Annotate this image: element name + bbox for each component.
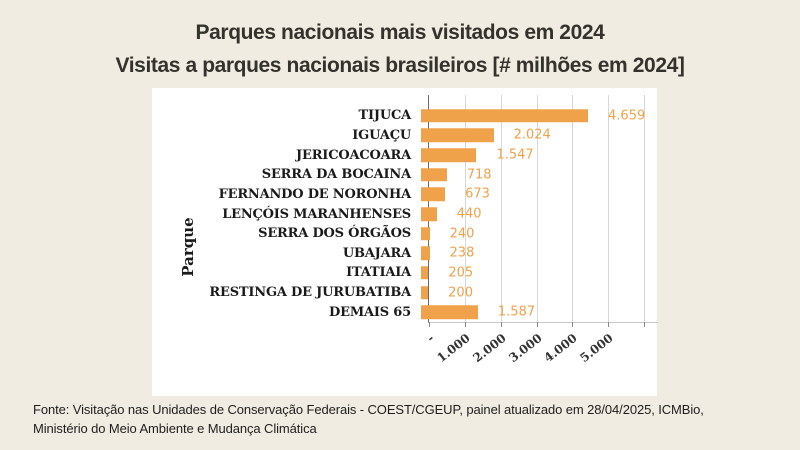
bar-row: RESTINGA DE JURUBATIBA 200 [152,283,657,303]
tick-mark [500,322,502,327]
bar-zone: 205 [420,263,657,283]
gridline [500,95,502,322]
value-label: 200 [448,285,473,301]
bar-zone: 1.547 [420,145,657,165]
value-label: 240 [449,226,475,242]
tick-mark [536,322,538,327]
value-label: 440 [456,206,482,222]
source-line-1: Fonte: Visitação nas Unidades de Conserv… [33,402,704,417]
chart-subtitle: Visitas a parques nacionais brasileiros … [115,54,685,77]
tick-mark [644,322,646,327]
source-note: Fonte: Visitação nas Unidades de Conserv… [33,400,793,438]
bar-zone: 240 [420,224,657,244]
bar-row: UBAJARA 238 [152,243,657,263]
bar-row: ITATIAIA 205 [152,263,657,283]
bar [421,305,478,319]
bar [421,226,430,241]
bar [421,187,446,202]
tick-mark [572,322,574,327]
bar-row: SERRA DA BOCAINA 718 [152,165,657,185]
gridline [608,95,610,322]
bar [421,207,437,221]
category-label: LENÇÓIS MARANHENSES [222,206,411,222]
bar [421,128,494,143]
category-label: UBAJARA [342,245,411,261]
value-label: 673 [465,186,490,202]
value-label: 1.547 [496,147,534,163]
bar-zone: 2.024 [420,126,657,146]
bar-row: SERRA DOS ÓRGÃOS 240 [152,224,657,244]
category-label: TIJUCA [358,108,412,124]
category-label: SERRA DOS ÓRGÃOS [258,226,411,242]
bar-zone: 718 [420,165,657,185]
bar [421,285,429,300]
bar-row: JERICOACOARA 1.547 [152,145,657,165]
bar-row: TIJUCA 4.659 [152,106,657,126]
value-label: 718 [466,167,492,183]
bar-row: LENÇÓIS MARANHENSES 440 [152,204,657,224]
category-label: ITATIAIA [346,265,411,281]
chart-title: Parques nacionais mais visitados em 2024 [195,21,605,44]
bar-row: FERNANDO DE NORONHA 673 [152,185,657,205]
bar-zone: 238 [420,243,657,263]
category-label: IGUAÇU [352,127,411,143]
bar-zone: 4.659 [420,106,657,126]
source-line-2: Ministério do Meio Ambiente e Mudança Cl… [33,421,317,436]
category-label: SERRA DA BOCAINA [261,167,411,183]
bar [421,266,429,280]
category-label: FERNANDO DE NORONHA [218,186,412,202]
value-label: 4.659 [608,108,646,124]
bar-zone: 440 [420,204,657,224]
gridline [464,95,466,322]
chart-panel: Parque TIJUCA 4.659 IGUAÇU 2.024 JERICOACOAR… [152,88,658,396]
tick-mark [608,322,610,327]
value-label: 1.587 [497,304,536,320]
tick-mark [429,322,430,327]
bar [421,167,447,182]
tick-mark [464,322,466,327]
value-label: 238 [449,245,475,261]
category-label: JERICOACOARA [296,147,411,163]
category-label: DEMAIS 65 [329,304,411,320]
gridline [536,95,538,322]
bar-row: IGUAÇU 2.024 [152,126,657,146]
bar-row: DEMAIS 65 1.587 [152,302,657,322]
bar-rows: TIJUCA 4.659 IGUAÇU 2.024 JERICOACOARA 1.547 S… [152,106,657,322]
bar-zone: 200 [420,283,657,303]
value-label: 2.024 [513,127,551,143]
bar-zone: 673 [420,185,657,205]
value-label: 205 [448,265,474,281]
bar [421,246,430,261]
bar [421,148,477,162]
gridline [644,95,646,322]
bar [421,109,589,123]
category-label: RESTINGA DE JURUBATIBA [209,285,411,301]
bar-zone: 1.587 [420,302,657,322]
gridline [572,95,574,322]
